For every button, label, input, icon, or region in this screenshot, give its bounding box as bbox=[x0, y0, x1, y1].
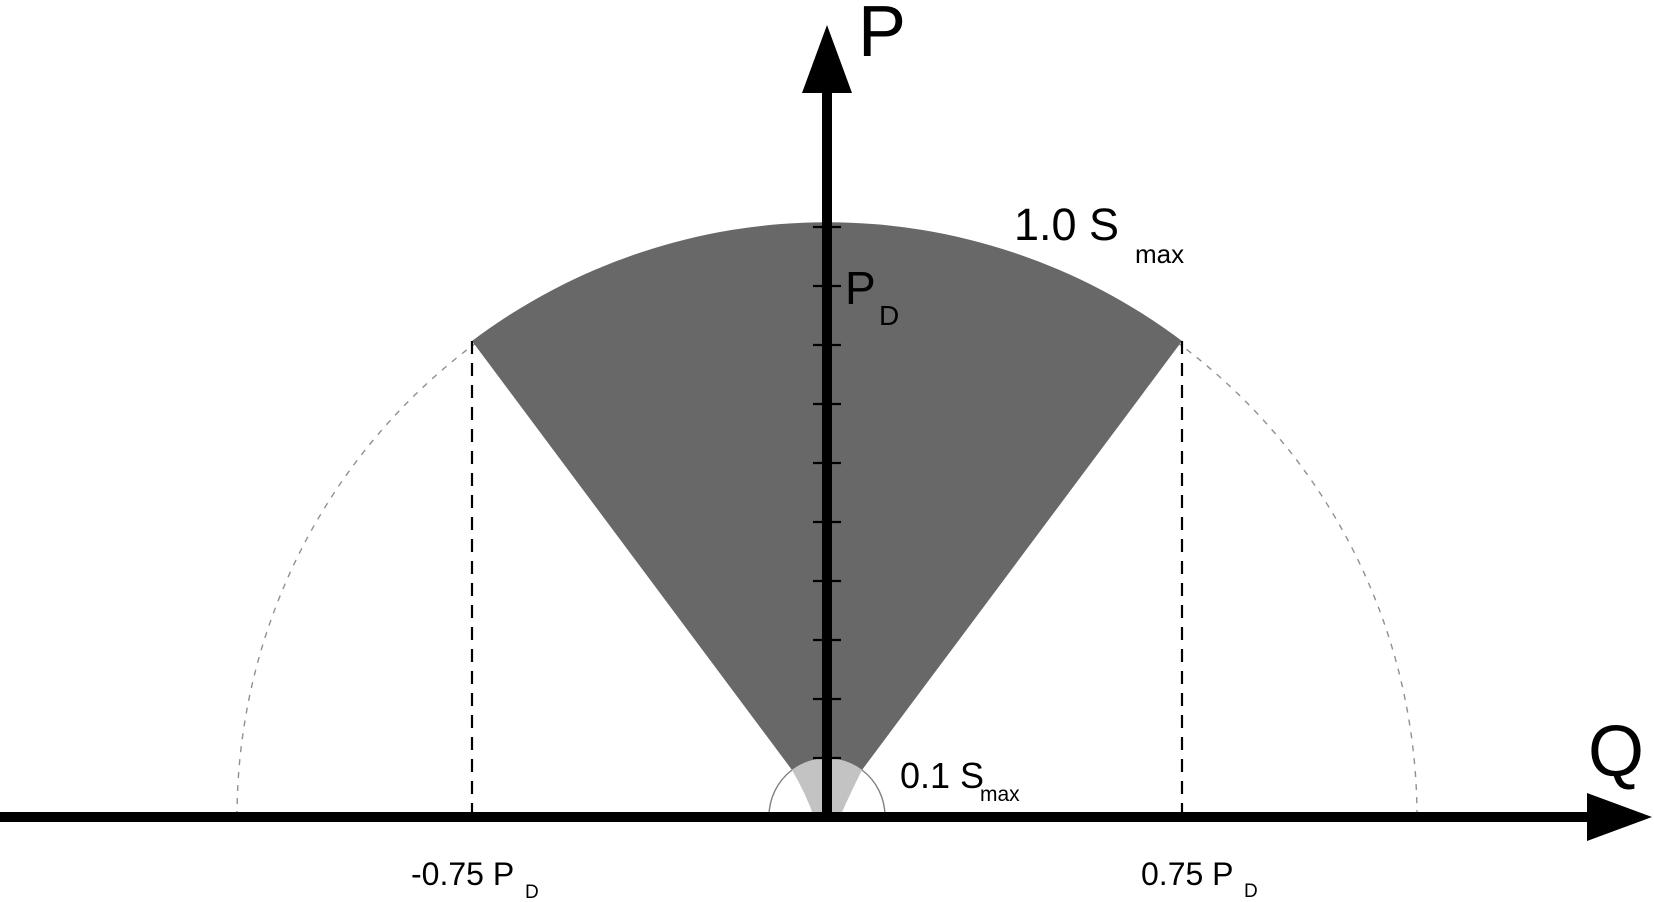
q-neg-limit-label: -0.75 P D bbox=[411, 856, 539, 902]
smax-outer-label-main: 1.0 S bbox=[1014, 199, 1119, 250]
q-axis-label: Q bbox=[1588, 712, 1644, 792]
min-power-arc-left bbox=[768, 769, 793, 818]
smax-outer-label: 1.0 S max bbox=[1014, 199, 1184, 269]
p-axis-label: P bbox=[858, 0, 906, 72]
smax-inner-label: 0.1 S max bbox=[900, 755, 1020, 806]
pd-label: P D bbox=[845, 262, 899, 331]
q-axis-arrowhead-icon bbox=[1587, 793, 1652, 841]
q-pos-limit-label-subscript: D bbox=[1244, 881, 1258, 902]
min-power-arc-right bbox=[861, 769, 886, 818]
p-axis-ticks bbox=[813, 225, 841, 760]
q-pos-limit-label: 0.75 P D bbox=[1141, 856, 1258, 902]
smax-inner-label-subscript: max bbox=[980, 783, 1020, 806]
p-axis-arrowhead-icon bbox=[802, 25, 852, 93]
smax-inner-label-main: 0.1 S bbox=[900, 755, 984, 796]
q-pos-limit-label-main: 0.75 P bbox=[1141, 856, 1234, 892]
q-neg-limit-label-main: -0.75 P bbox=[411, 856, 514, 892]
pd-label-main: P bbox=[845, 262, 876, 314]
pd-label-subscript: D bbox=[879, 300, 899, 331]
smax-outer-label-subscript: max bbox=[1135, 239, 1184, 269]
q-neg-limit-label-subscript: D bbox=[525, 882, 539, 902]
